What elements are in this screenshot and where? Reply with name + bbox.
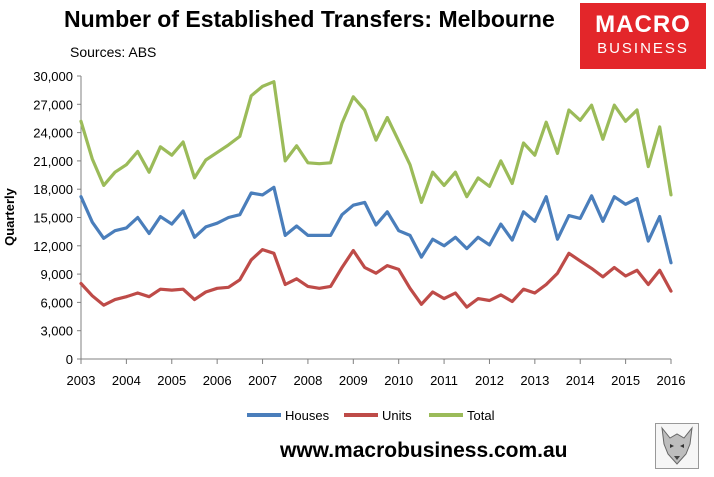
legend-label-units: Units [382, 408, 412, 423]
x-tick-label: 2004 [112, 373, 141, 388]
y-axis-label: Quarterly [2, 187, 17, 246]
legend-label-houses: Houses [285, 408, 330, 423]
y-tick-label: 12,000 [33, 239, 73, 254]
logo-line-2: BUSINESS [597, 40, 689, 57]
y-tick-label: 0 [66, 352, 73, 367]
y-tick-label: 30,000 [33, 69, 73, 84]
series-line-total [79, 80, 673, 204]
series-line-houses [79, 185, 673, 265]
series-line-units [79, 248, 673, 309]
x-tick-label: 2007 [248, 373, 277, 388]
x-tick-label: 2013 [520, 373, 549, 388]
x-tick-label: 2016 [657, 373, 686, 388]
legend: Houses Units Total [247, 408, 495, 423]
y-axis: 0 3,000 6,000 9,000 12,000 15,000 18,000 21,000… [33, 69, 82, 367]
x-tick-label: 2012 [475, 373, 504, 388]
y-tick-label: 6,000 [40, 295, 73, 310]
x-tick-label: 2015 [611, 373, 640, 388]
y-tick-label: 9,000 [40, 267, 73, 282]
x-tick-label: 2011 [430, 373, 458, 388]
y-tick-label: 24,000 [33, 126, 73, 141]
chart-subtitle: Sources: ABS [70, 44, 157, 60]
y-tick-label: 27,000 [33, 97, 73, 112]
website-url: www.macrobusiness.com.au [280, 439, 568, 462]
y-tick-label: 18,000 [33, 182, 73, 197]
x-axis: 2003 2004 2005 2006 2007 2008 2009 2010 2011 2012… [67, 358, 686, 388]
y-tick-label: 21,000 [33, 154, 73, 169]
y-tick-label: 3,000 [40, 324, 73, 339]
x-tick-label: 2005 [157, 373, 186, 388]
chart-title: Number of Established Transfers: Melbour… [64, 6, 555, 32]
x-tick-label: 2008 [293, 373, 322, 388]
x-tick-label: 2014 [566, 373, 595, 388]
x-tick-label: 2010 [384, 373, 413, 388]
series-lines [79, 80, 673, 309]
x-tick-label: 2009 [339, 373, 368, 388]
wolf-logo-image [655, 423, 699, 469]
line-chart: 0 3,000 6,000 9,000 12,000 15,000 18,000 21,000… [2, 69, 686, 423]
logo-line-1: MACRO [595, 11, 691, 38]
x-tick-label: 2006 [203, 373, 232, 388]
legend-label-total: Total [467, 408, 495, 423]
y-tick-label: 15,000 [33, 211, 73, 226]
macrobusiness-logo: MACRO BUSINESS [580, 3, 706, 69]
x-tick-label: 2003 [67, 373, 96, 388]
